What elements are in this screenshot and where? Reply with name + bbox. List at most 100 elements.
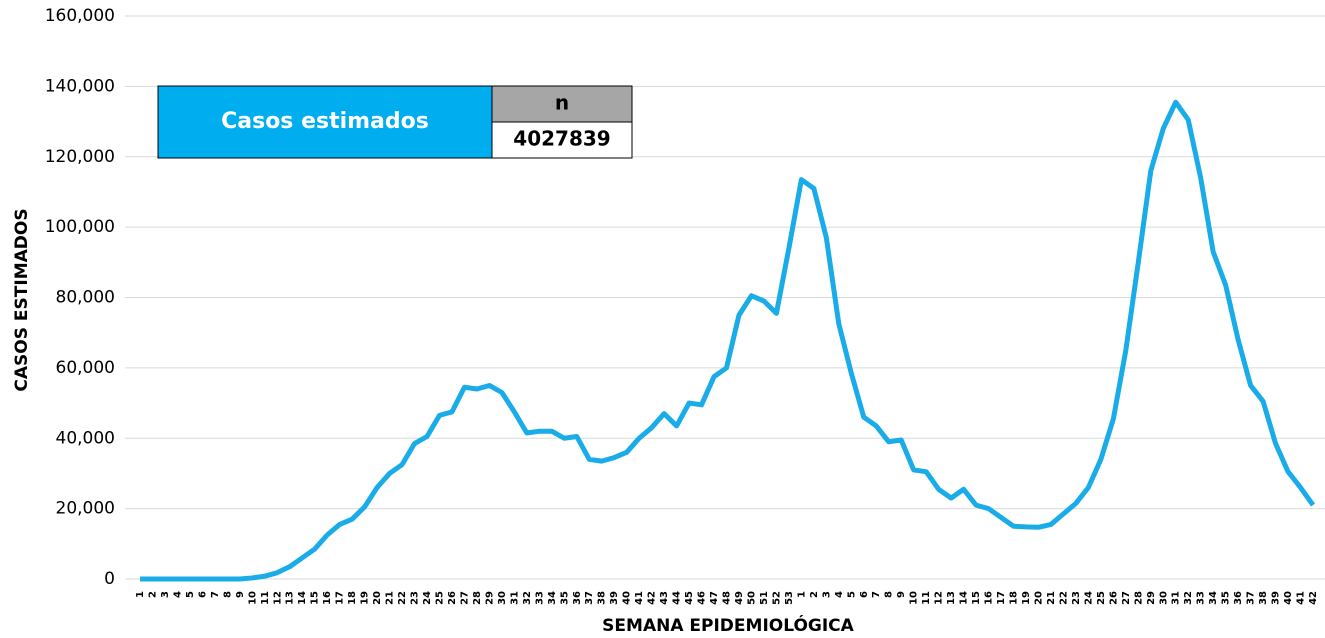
x-tick-label: 20 <box>1033 591 1044 605</box>
x-tick-label: 7 <box>210 591 221 598</box>
x-tick-label: 48 <box>722 591 733 605</box>
x-tick-label: 38 <box>1258 591 1269 605</box>
x-tick-label: 17 <box>335 591 346 605</box>
x-tick-label: 4 <box>834 591 845 598</box>
y-tick-label: 160,000 <box>45 6 115 26</box>
x-tick-label: 40 <box>1283 591 1294 605</box>
y-tick-label: 0 <box>104 569 115 589</box>
data-line <box>140 99 1316 582</box>
x-tick-label: 32 <box>1183 591 1194 605</box>
x-tick-label: 1 <box>796 591 807 598</box>
x-tick-label: 49 <box>734 591 745 605</box>
x-tick-label: 1 <box>135 591 146 598</box>
x-tick-label: 31 <box>1171 591 1182 605</box>
x-tick-label: 9 <box>235 591 246 598</box>
x-tick-label: 19 <box>1021 591 1032 605</box>
y-tick-label: 100,000 <box>45 217 115 237</box>
x-tick-label: 26 <box>447 591 458 605</box>
x-tick-label: 5 <box>846 591 857 598</box>
summary-table: Casos estimados n 4027839 <box>157 85 633 159</box>
x-tick-label: 23 <box>1071 591 1082 605</box>
table-value-cell <box>491 121 633 159</box>
x-tick-label: 50 <box>746 591 757 605</box>
x-tick-label: 24 <box>1083 591 1094 605</box>
x-tick-label: 11 <box>260 591 271 605</box>
x-tick-label: 8 <box>222 591 233 598</box>
x-tick-label: 30 <box>497 591 508 605</box>
x-tick-label: 35 <box>559 591 570 605</box>
x-tick-label: 9 <box>896 591 907 598</box>
x-tick-label: 7 <box>871 591 882 598</box>
x-tick-label: 3 <box>821 591 832 598</box>
x-tick-label: 19 <box>360 591 371 605</box>
x-tick-label: 12 <box>934 591 945 605</box>
x-tick-label: 37 <box>584 591 595 605</box>
x-tick-label: 27 <box>1121 591 1132 605</box>
x-tick-label: 47 <box>709 591 720 605</box>
x-tick-label: 10 <box>247 591 258 605</box>
x-tick-label: 33 <box>1196 591 1207 605</box>
x-tick-label: 40 <box>622 591 633 605</box>
x-tick-label: 44 <box>672 591 683 605</box>
x-axis-title: SEMANA EPIDEMIOLÓGICA <box>602 614 854 636</box>
y-tick-label: 140,000 <box>45 76 115 96</box>
x-tick-label: 6 <box>197 591 208 598</box>
x-tick-label: 42 <box>647 591 658 605</box>
x-tick-label: 41 <box>634 591 645 605</box>
x-tick-label: 43 <box>659 591 670 605</box>
x-tick-label: 2 <box>809 591 820 598</box>
table-value: 4027839 <box>513 127 610 151</box>
x-tick-label: 30 <box>1158 591 1169 605</box>
x-tick-label: 20 <box>372 591 383 605</box>
x-tick-label: 15 <box>971 591 982 605</box>
x-tick-label: 39 <box>609 591 620 605</box>
x-tick-label: 16 <box>984 591 995 605</box>
x-tick-label: 26 <box>1108 591 1119 605</box>
x-tick-label: 27 <box>459 591 470 605</box>
x-tick-label: 17 <box>996 591 1007 605</box>
x-tick-label: 8 <box>884 591 895 598</box>
x-tick-label: 18 <box>1009 591 1020 605</box>
x-tick-label: 10 <box>909 591 920 605</box>
x-tick-label: 21 <box>385 591 396 605</box>
x-tick-label: 16 <box>322 591 333 605</box>
x-tick-label: 14 <box>297 591 308 605</box>
x-tick-label: 25 <box>434 591 445 605</box>
x-tick-label: 52 <box>771 591 782 605</box>
x-tick-label: 31 <box>509 591 520 605</box>
x-tick-label: 3 <box>160 591 171 598</box>
x-tick-label: 11 <box>921 591 932 605</box>
x-tick-label: 18 <box>347 591 358 605</box>
x-tick-label: 6 <box>859 591 870 598</box>
y-tick-label: 40,000 <box>56 428 115 448</box>
x-tick-label: 23 <box>410 591 421 605</box>
x-tick-label: 29 <box>484 591 495 605</box>
x-tick-label: 41 <box>1296 591 1307 605</box>
x-tick-label: 24 <box>422 591 433 605</box>
x-tick-label: 28 <box>472 591 483 605</box>
table-header: n <box>555 91 569 115</box>
x-tick-label: 28 <box>1133 591 1144 605</box>
x-tick-label: 21 <box>1046 591 1057 605</box>
x-tick-label: 13 <box>285 591 296 605</box>
x-tick-label: 5 <box>185 591 196 598</box>
y-axis-title: CASOS ESTIMADOS <box>12 208 32 391</box>
x-tick-label: 25 <box>1096 591 1107 605</box>
table-label: Casos estimados <box>221 109 429 134</box>
x-tick-label: 12 <box>272 591 283 605</box>
x-tick-label: 42 <box>1308 591 1319 605</box>
x-tick-label: 13 <box>946 591 957 605</box>
y-tick-label: 120,000 <box>45 147 115 167</box>
x-tick-label: 35 <box>1221 591 1232 605</box>
x-tick-label: 51 <box>759 591 770 605</box>
x-tick-label: 2 <box>147 591 158 598</box>
x-tick-label: 14 <box>959 591 970 605</box>
x-tick-label: 22 <box>1058 591 1069 605</box>
x-tick-label: 45 <box>684 591 695 605</box>
x-tick-label: 34 <box>1208 591 1219 605</box>
x-tick-label: 29 <box>1146 591 1157 605</box>
y-tick-label: 80,000 <box>56 288 115 308</box>
x-tick-label: 32 <box>522 591 533 605</box>
x-tick-label: 36 <box>572 591 583 605</box>
